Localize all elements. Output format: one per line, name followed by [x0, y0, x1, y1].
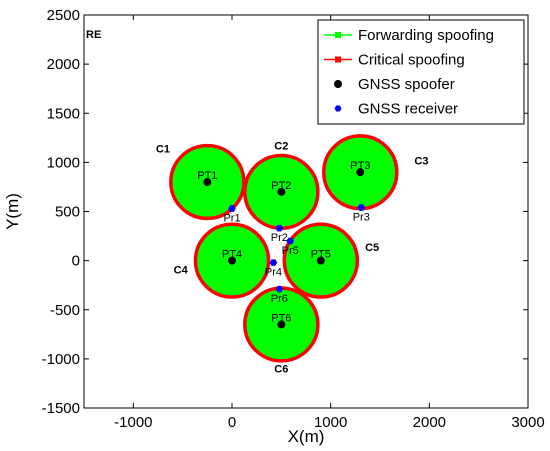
region-label: C4	[174, 264, 189, 276]
legend-label: Critical spoofing	[358, 52, 465, 69]
receiver-markers	[228, 204, 366, 293]
spoofer-label: PT4	[222, 249, 242, 261]
receiver-marker	[357, 204, 366, 211]
y-tick-label: -1000	[42, 351, 80, 368]
x-tick-label: 2000	[413, 414, 446, 431]
axis-ticks: -1000 0 1000 2000 3000 -1500 -1000 -500 0 500 1000…	[42, 7, 545, 431]
spoofer-marker	[228, 256, 236, 265]
legend-marker	[334, 105, 342, 112]
y-tick-label: 2000	[47, 56, 80, 73]
spoofer-markers	[203, 168, 365, 329]
legend-box	[317, 19, 525, 125]
y-tick-label: -1500	[42, 400, 80, 417]
y-tick-label: 1000	[47, 154, 80, 171]
legend-marker	[335, 56, 341, 63]
y-tick-label: 0	[72, 253, 80, 270]
corner-label: RE	[86, 29, 101, 41]
receiver-label: Pr1	[223, 213, 240, 225]
legend-marker	[335, 32, 341, 38]
region-label: C3	[414, 155, 428, 167]
legend-label: GNSS spoofer	[358, 76, 455, 93]
spoofer-label: PT2	[271, 180, 291, 192]
x-tick-label: 1000	[314, 414, 347, 431]
receiver-marker	[228, 205, 236, 212]
spoofer-marker	[316, 256, 325, 265]
spoofer-marker	[277, 320, 286, 329]
y-tick-label: 1500	[47, 105, 80, 122]
receiver-label: Pr6	[271, 293, 288, 305]
y-axis-label: Y(m)	[3, 193, 22, 230]
x-tick-label: 0	[228, 414, 236, 431]
legend-label: Forwarding spoofing	[358, 27, 494, 44]
region-label: C2	[274, 141, 288, 153]
receiver-label: Pr2	[271, 232, 288, 244]
region-label: C1	[156, 144, 170, 156]
x-tick-label: -1000	[114, 414, 152, 431]
spoofer-label: PT3	[350, 160, 370, 172]
y-tick-label: 500	[55, 204, 80, 221]
spoofer-label: PT5	[311, 249, 331, 261]
spoofer-marker	[277, 187, 286, 196]
region-label: C5	[365, 242, 379, 254]
y-tick-label: -500	[50, 302, 80, 319]
spoofer-label: PT1	[197, 170, 217, 182]
receiver-marker	[275, 224, 284, 232]
spoofer-marker	[203, 178, 212, 187]
receiver-label: Pr3	[353, 212, 370, 224]
legend-label: GNSS receiver	[358, 101, 458, 118]
receiver-marker	[286, 237, 294, 245]
legend: Forwarding spoofing Critical spoofing GNSS…	[317, 19, 525, 125]
spoofer-marker	[356, 168, 365, 177]
receiver-label: Pr4	[265, 267, 282, 279]
x-tick-label: 3000	[511, 414, 544, 431]
y-tick-label: 2500	[47, 7, 80, 24]
spoofer-label: PT6	[271, 312, 291, 324]
receiver-marker	[275, 285, 284, 293]
receiver-marker	[269, 259, 278, 266]
region-label: C6	[274, 364, 288, 376]
x-axis-label: X(m)	[288, 427, 325, 446]
legend-marker	[334, 80, 342, 88]
receiver-label: Pr5	[282, 245, 299, 257]
